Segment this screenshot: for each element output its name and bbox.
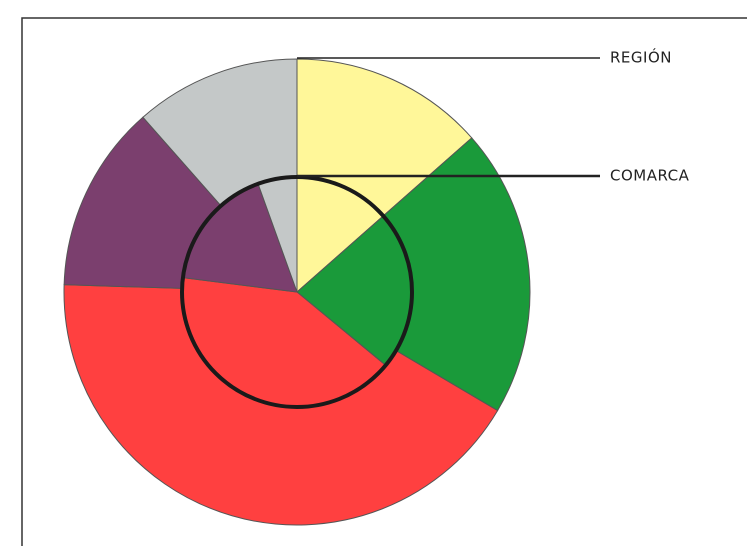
series-label: COMARCA <box>610 167 690 185</box>
pie-slice <box>296 137 531 412</box>
frame <box>21 17 747 546</box>
rings <box>63 58 531 526</box>
series-label: REGIÓN <box>610 48 672 67</box>
